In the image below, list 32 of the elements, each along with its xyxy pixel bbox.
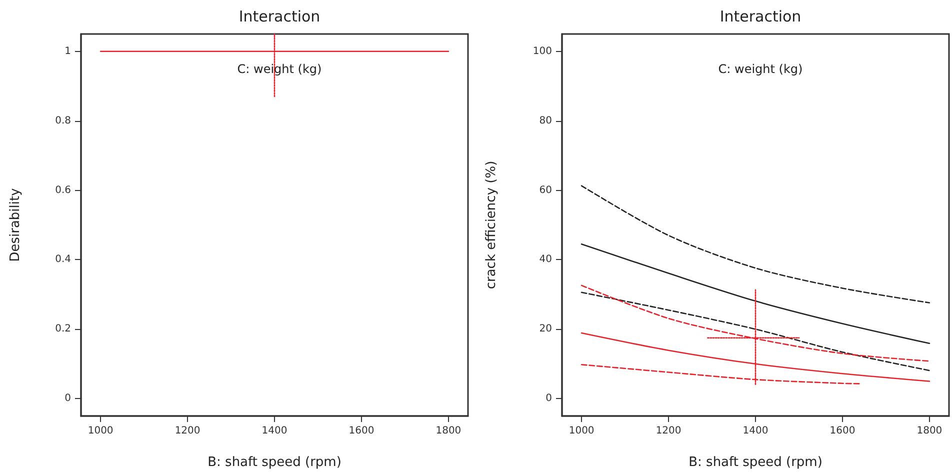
x-tick-label: 1800: [916, 426, 942, 436]
x-axis-title: B: shaft speed (rpm): [208, 455, 342, 470]
y-tick-label: 80: [539, 115, 552, 126]
x-tick-label: 1400: [742, 426, 768, 436]
y-axis-title: crack efficiency (%): [484, 160, 499, 290]
chart-title: Interaction: [720, 8, 802, 26]
line-series: [580, 185, 930, 304]
x-tick-label: 1800: [436, 426, 462, 436]
x-tick-label: 1200: [174, 426, 200, 436]
y-tick-label: 20: [539, 324, 552, 335]
y-tick-label: 0.4: [55, 254, 71, 266]
y-tick-label: 0: [64, 393, 71, 404]
y-tick-label: 0.6: [55, 184, 71, 196]
text: C: weight (kg): [718, 62, 803, 76]
x-tick-label: 1000: [568, 426, 594, 436]
y-tick-label: 60: [539, 184, 552, 196]
y-tick-label: 0: [546, 393, 552, 404]
line-series: [580, 243, 930, 344]
y-tick-label: 0.2: [55, 324, 71, 335]
y-tick-label: 0.8: [55, 115, 71, 126]
x-tick-label: 1600: [830, 426, 856, 436]
x-tick-label: 1000: [88, 426, 114, 436]
y-tick-label: 1: [64, 46, 71, 57]
chart-title: Interaction: [238, 8, 320, 26]
line-series: [580, 292, 930, 372]
x-tick-label: 1400: [262, 426, 288, 436]
y-axis-title: Desirability: [8, 188, 23, 262]
y-tick-label: 100: [532, 46, 552, 57]
y-tick-label: 40: [539, 254, 552, 266]
x-tick-label: 1600: [348, 426, 374, 436]
x-tick-label: 1200: [656, 426, 682, 436]
x-axis-title: B: shaft speed (rpm): [688, 455, 822, 470]
